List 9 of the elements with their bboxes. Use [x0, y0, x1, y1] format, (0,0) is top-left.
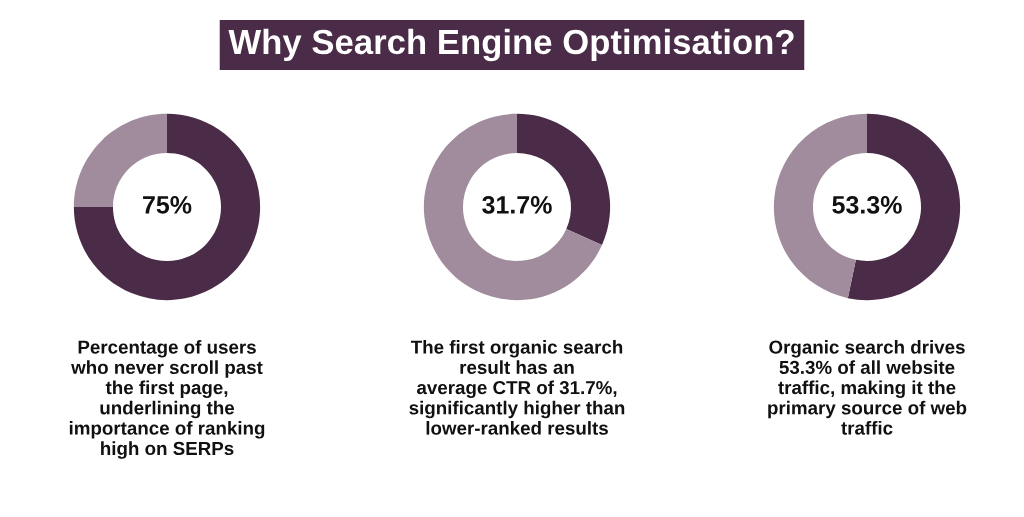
donut-slice [73, 113, 261, 301]
donut-slice [423, 113, 603, 301]
text: Why Search Engine Optimisation? [228, 28, 794, 62]
data-label: 53.3% [832, 196, 902, 214]
text: Organic search drives 53.3% of all website traffic, making it the primary source of web traffic [768, 340, 967, 435]
text: The first organic search result has an average CTR of 31.7%, significantly higher than lower-ranked results [409, 340, 625, 435]
data-label: 75% [143, 196, 192, 214]
text: Percentage of users who never scroll past the first page, underlining the importance of ranking high on SERPs [69, 340, 265, 459]
data-label: 31.7% [482, 196, 552, 214]
